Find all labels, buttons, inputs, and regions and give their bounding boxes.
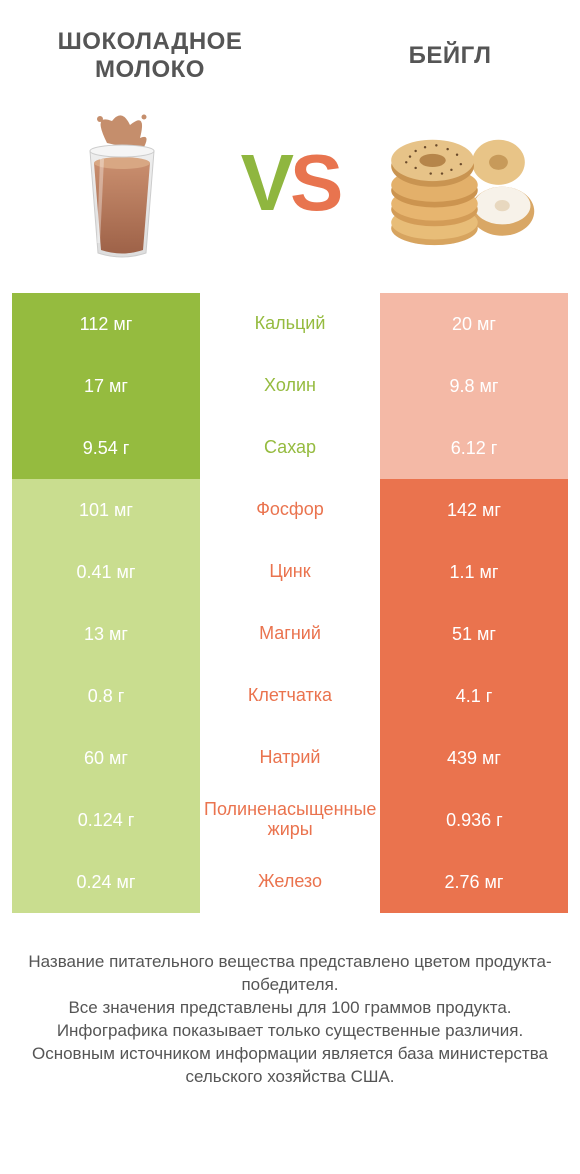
table-row: 0.24 мгЖелезо2.76 мг (12, 851, 568, 913)
chocolate-milk-icon (42, 103, 202, 263)
nutrient-label: Полиненасыщенные жиры (200, 789, 380, 851)
footer-line: Инфографика показывает только существенн… (28, 1020, 552, 1043)
right-value-cell: 6.12 г (380, 417, 568, 479)
header: ШОКОЛАДНОЕ МОЛОКО БЕЙГЛ (0, 0, 580, 83)
nutrient-label: Железо (200, 851, 380, 913)
right-value-cell: 9.8 мг (380, 355, 568, 417)
right-product-title: БЕЙГЛ (370, 28, 530, 83)
nutrient-label: Сахар (200, 417, 380, 479)
right-value-cell: 142 мг (380, 479, 568, 541)
left-value-cell: 101 мг (12, 479, 200, 541)
left-value-cell: 60 мг (12, 727, 200, 789)
vs-s: S (290, 143, 339, 223)
footer-notes: Название питательного вещества представл… (0, 913, 580, 1089)
table-row: 13 мгМагний51 мг (12, 603, 568, 665)
table-row: 0.41 мгЦинк1.1 мг (12, 541, 568, 603)
left-value-cell: 0.24 мг (12, 851, 200, 913)
right-value-cell: 439 мг (380, 727, 568, 789)
footer-line: Все значения представлены для 100 граммо… (28, 997, 552, 1020)
table-row: 17 мгХолин9.8 мг (12, 355, 568, 417)
nutrient-label: Холин (200, 355, 380, 417)
vs-v: V (241, 143, 290, 223)
right-value-cell: 2.76 мг (380, 851, 568, 913)
left-value-cell: 0.41 мг (12, 541, 200, 603)
bagel-icon (378, 103, 538, 263)
left-value-cell: 9.54 г (12, 417, 200, 479)
left-value-cell: 13 мг (12, 603, 200, 665)
footer-line: Основным источником информации является … (28, 1043, 552, 1089)
left-value-cell: 17 мг (12, 355, 200, 417)
nutrient-label: Магний (200, 603, 380, 665)
vs-label: VS (241, 143, 340, 223)
table-row: 0.124 гПолиненасыщенные жиры0.936 г (12, 789, 568, 851)
left-value-cell: 0.124 г (12, 789, 200, 851)
right-value-cell: 51 мг (380, 603, 568, 665)
table-row: 60 мгНатрий439 мг (12, 727, 568, 789)
left-value-cell: 0.8 г (12, 665, 200, 727)
right-value-cell: 1.1 мг (380, 541, 568, 603)
images-row: VS (0, 83, 580, 293)
table-row: 101 мгФосфор142 мг (12, 479, 568, 541)
nutrient-label: Фосфор (200, 479, 380, 541)
nutrient-label: Цинк (200, 541, 380, 603)
table-row: 9.54 гСахар6.12 г (12, 417, 568, 479)
comparison-table: 112 мгКальций20 мг17 мгХолин9.8 мг9.54 г… (0, 293, 580, 913)
nutrient-label: Натрий (200, 727, 380, 789)
right-value-cell: 20 мг (380, 293, 568, 355)
left-value-cell: 112 мг (12, 293, 200, 355)
nutrient-label: Клетчатка (200, 665, 380, 727)
left-product-title: ШОКОЛАДНОЕ МОЛОКО (50, 28, 250, 83)
right-value-cell: 0.936 г (380, 789, 568, 851)
footer-line: Название питательного вещества представл… (28, 951, 552, 997)
table-row: 0.8 гКлетчатка4.1 г (12, 665, 568, 727)
nutrient-label: Кальций (200, 293, 380, 355)
table-row: 112 мгКальций20 мг (12, 293, 568, 355)
right-value-cell: 4.1 г (380, 665, 568, 727)
